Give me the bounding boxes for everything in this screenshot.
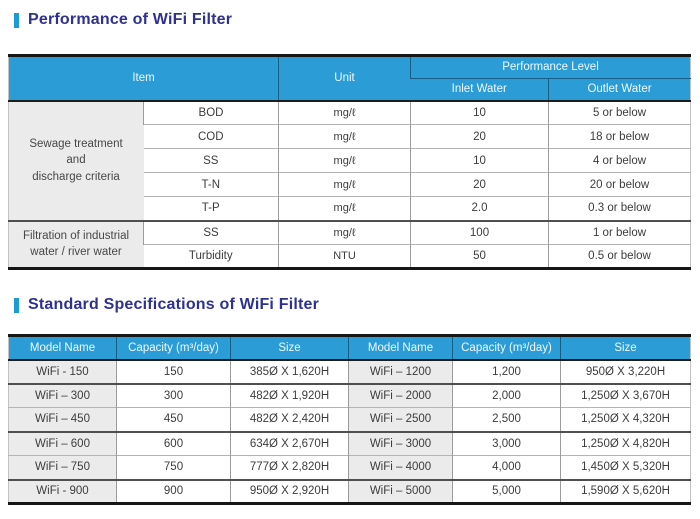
model-name-cell: WiFi – 5000 (348, 478, 453, 504)
param-cell: T-N (143, 172, 279, 197)
header-cell-capacity: Capacity (m³/day) (452, 335, 561, 360)
size-cell: 385Ø X 1,620H (230, 359, 349, 384)
param-cell: SS (143, 148, 279, 173)
outlet-value-cell: 0.3 or below (548, 196, 691, 221)
inlet-value-cell: 10 (410, 100, 549, 125)
model-name-cell: WiFi – 1200 (348, 359, 453, 384)
specifications-table: Model Name Capacity (m³/day) Size Model … (8, 334, 691, 505)
table-row: Filtration of industrial water / river w… (8, 219, 691, 269)
table-row: WiFi – 600 600 634Ø X 2,670H WiFi – 3000… (8, 430, 691, 456)
group-label-cell: Filtration of industrial water / river w… (8, 219, 144, 269)
inlet-value-cell: 50 (410, 244, 549, 269)
table-row: COD mg/ℓ 20 18 or below (9, 124, 691, 149)
header-cell-unit: Unit (278, 55, 411, 101)
header-cell-size: Size (230, 335, 349, 360)
size-cell: 1,250Ø X 4,320H (560, 407, 691, 432)
header-cell-performance-level: Performance Level (410, 55, 691, 79)
unit-cell: mg/ℓ (278, 172, 411, 197)
size-cell: 950Ø X 2,920H (230, 478, 349, 504)
capacity-cell: 3,000 (452, 430, 561, 456)
unit-cell: mg/ℓ (278, 219, 411, 245)
capacity-cell: 5,000 (452, 478, 561, 504)
unit-cell: NTU (278, 244, 411, 269)
table-row: WiFi – 750 750 777Ø X 2,820H WiFi – 4000… (8, 455, 691, 480)
table-row: T-N mg/ℓ 20 20 or below (9, 172, 691, 197)
size-cell: 634Ø X 2,670H (230, 430, 349, 456)
table-row: WiFi - 900 900 950Ø X 2,920H WiFi – 5000… (8, 478, 691, 504)
outlet-value-cell: 5 or below (548, 100, 691, 125)
inlet-value-cell: 100 (410, 219, 549, 245)
table-row: WiFi - 150 150 385Ø X 1,620H WiFi – 1200… (8, 359, 691, 384)
performance-section-title: Performance of WiFi Filter (14, 11, 232, 29)
size-cell: 1,250Ø X 4,820H (560, 430, 691, 456)
outlet-value-cell: 0.5 or below (548, 244, 691, 269)
model-name-cell: WiFi – 300 (8, 382, 117, 408)
header-cell-capacity: Capacity (m³/day) (116, 335, 231, 360)
capacity-cell: 300 (116, 382, 231, 408)
group-label-cell: Sewage treatment and discharge criteria (8, 100, 144, 221)
unit-cell: mg/ℓ (278, 196, 411, 221)
inlet-value-cell: 2.0 (410, 196, 549, 221)
size-cell: 950Ø X 3,220H (560, 359, 691, 384)
section-title-text: Performance of WiFi Filter (28, 11, 233, 28)
model-name-cell: WiFi - 150 (8, 359, 117, 384)
outlet-value-cell: 4 or below (548, 148, 691, 173)
capacity-cell: 2,500 (452, 407, 561, 432)
inlet-value-cell: 10 (410, 148, 549, 173)
capacity-cell: 600 (116, 430, 231, 456)
param-cell: SS (143, 219, 279, 245)
unit-cell: mg/ℓ (278, 100, 411, 125)
header-cell-outlet-water: Outlet Water (548, 78, 691, 101)
size-cell: 482Ø X 2,420H (230, 407, 349, 432)
unit-cell: mg/ℓ (278, 124, 411, 149)
table-row: Turbidity NTU 50 0.5 or below (9, 244, 691, 269)
inlet-value-cell: 20 (410, 172, 549, 197)
table-row: T-P mg/ℓ 2.0 0.3 or below (9, 196, 691, 221)
capacity-cell: 150 (116, 359, 231, 384)
inlet-value-cell: 20 (410, 124, 549, 149)
outlet-value-cell: 18 or below (548, 124, 691, 149)
model-name-cell: WiFi – 600 (8, 430, 117, 456)
model-name-cell: WiFi – 750 (8, 455, 117, 480)
size-cell: 777Ø X 2,820H (230, 455, 349, 480)
header-cell-inlet-water: Inlet Water (410, 78, 549, 101)
capacity-cell: 4,000 (452, 455, 561, 480)
performance-table: Item Unit Performance Level Inlet Water … (8, 54, 691, 270)
model-name-cell: WiFi - 900 (8, 478, 117, 504)
model-name-cell: WiFi – 3000 (348, 430, 453, 456)
size-cell: 1,450Ø X 5,320H (560, 455, 691, 480)
param-cell: T-P (143, 196, 279, 221)
model-name-cell: WiFi – 450 (8, 407, 117, 432)
outlet-value-cell: 1 or below (548, 219, 691, 245)
header-cell-item: Item (8, 55, 279, 101)
outlet-value-cell: 20 or below (548, 172, 691, 197)
model-name-cell: WiFi – 2500 (348, 407, 453, 432)
capacity-cell: 900 (116, 478, 231, 504)
header-cell-model-name: Model Name (8, 335, 117, 360)
unit-cell: mg/ℓ (278, 148, 411, 173)
specifications-section-title: Standard Specifications of WiFi Filter (14, 296, 319, 314)
capacity-cell: 2,000 (452, 382, 561, 408)
header-cell-model-name: Model Name (348, 335, 453, 360)
capacity-cell: 1,200 (452, 359, 561, 384)
param-cell: COD (143, 124, 279, 149)
table-row: WiFi – 300 300 482Ø X 1,920H WiFi – 2000… (8, 382, 691, 408)
title-accent-bar (14, 12, 19, 28)
table-row: WiFi – 450 450 482Ø X 2,420H WiFi – 2500… (8, 407, 691, 432)
size-cell: 482Ø X 1,920H (230, 382, 349, 408)
section-title-text: Standard Specifications of WiFi Filter (28, 296, 320, 313)
model-name-cell: WiFi – 2000 (348, 382, 453, 408)
capacity-cell: 450 (116, 407, 231, 432)
param-cell: Turbidity (143, 244, 279, 269)
size-cell: 1,590Ø X 5,620H (560, 478, 691, 504)
param-cell: BOD (143, 100, 279, 125)
size-cell: 1,250Ø X 3,670H (560, 382, 691, 408)
header-cell-size: Size (560, 335, 691, 360)
capacity-cell: 750 (116, 455, 231, 480)
title-accent-bar (14, 297, 19, 313)
table-row: Sewage treatment and discharge criteria … (8, 100, 691, 221)
table-row: SS mg/ℓ 10 4 or below (9, 148, 691, 173)
model-name-cell: WiFi – 4000 (348, 455, 453, 480)
